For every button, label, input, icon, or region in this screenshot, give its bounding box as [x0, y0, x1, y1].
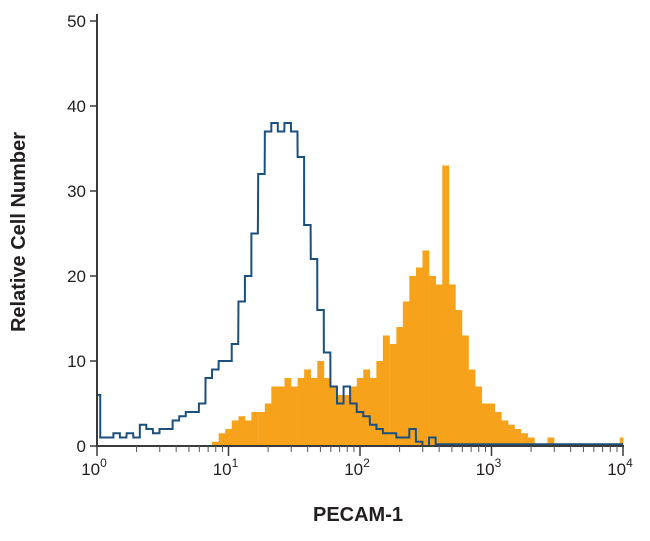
- x-axis-ticks: 100 101 102 103 104: [81, 446, 633, 479]
- histogram-bin: [442, 165, 450, 446]
- histogram-bin: [468, 369, 476, 446]
- histogram-bin: [218, 433, 226, 446]
- histogram-bin: [481, 403, 489, 446]
- histogram-bin: [376, 361, 384, 446]
- histogram-bin: [231, 420, 239, 446]
- histogram-bin: [337, 395, 344, 446]
- histogram-bin: [323, 378, 331, 446]
- histogram-bin: [258, 412, 266, 446]
- histogram-bin: [422, 250, 430, 446]
- histogram-bin: [238, 416, 246, 446]
- histogram-bin: [448, 284, 456, 446]
- histogram-bin: [396, 327, 404, 446]
- histogram-outline: [97, 122, 623, 447]
- histogram-bin: [284, 378, 292, 446]
- histogram-bin: [343, 395, 351, 446]
- histogram-bin: [501, 420, 509, 446]
- histogram-bin: [317, 361, 325, 446]
- histogram-bin: [310, 378, 318, 446]
- y-tick-label: 50: [67, 12, 86, 31]
- x-tick-label: 104: [607, 456, 633, 479]
- histogram-bin: [475, 386, 482, 446]
- x-tick-label: 100: [81, 456, 107, 479]
- histogram-bin: [521, 433, 529, 446]
- y-tick-label: 30: [67, 182, 86, 201]
- histogram-bin: [330, 386, 338, 446]
- plot-area: [97, 122, 624, 447]
- histogram-bin: [369, 378, 377, 446]
- y-tick-label: 20: [67, 267, 86, 286]
- histogram-bin: [415, 267, 423, 446]
- histogram-bin: [271, 386, 279, 446]
- x-tick-label: 103: [476, 456, 502, 479]
- histogram-bin: [547, 437, 555, 446]
- x-axis-title: PECAM-1: [313, 504, 403, 526]
- histogram-bin: [402, 301, 410, 446]
- histogram-bin: [382, 335, 390, 446]
- x-tick-label: 101: [213, 456, 239, 479]
- histogram-bin: [363, 369, 371, 446]
- histogram-bin: [290, 386, 298, 446]
- histogram-bin: [514, 429, 522, 446]
- series-filled-histogram: [212, 165, 624, 446]
- histogram-bin: [277, 386, 285, 446]
- histogram-bin: [297, 378, 305, 446]
- series-outline-histogram: [97, 122, 623, 447]
- y-tick-label: 10: [67, 352, 86, 371]
- y-tick-label: 40: [67, 97, 86, 116]
- histogram-bin: [212, 441, 219, 446]
- histogram-bin: [264, 403, 272, 446]
- histogram-bin: [619, 437, 624, 446]
- histogram-bin: [251, 412, 259, 446]
- histogram-bin: [389, 344, 397, 446]
- histogram-bin: [488, 403, 496, 446]
- y-axis-title: Relative Cell Number: [8, 132, 30, 332]
- y-axis-ticks: 0 10 20 30 40 50: [67, 12, 97, 456]
- y-tick-label: 0: [77, 437, 86, 456]
- histogram-bin: [429, 276, 436, 446]
- x-tick-label: 102: [344, 456, 370, 479]
- histogram-bin: [461, 335, 469, 446]
- histogram-bin: [507, 424, 515, 446]
- histogram-bin: [304, 369, 312, 446]
- histogram-bin: [455, 310, 463, 446]
- histogram-bin: [527, 437, 535, 446]
- histogram-bin: [350, 386, 358, 446]
- histogram-bin: [435, 284, 443, 446]
- histogram-bin: [494, 412, 502, 446]
- histogram-bin: [244, 420, 252, 446]
- histogram-bin: [409, 276, 417, 446]
- histogram-bin: [225, 429, 233, 446]
